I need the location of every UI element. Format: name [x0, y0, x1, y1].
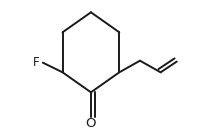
Text: O: O [86, 117, 96, 130]
Text: F: F [32, 56, 39, 69]
